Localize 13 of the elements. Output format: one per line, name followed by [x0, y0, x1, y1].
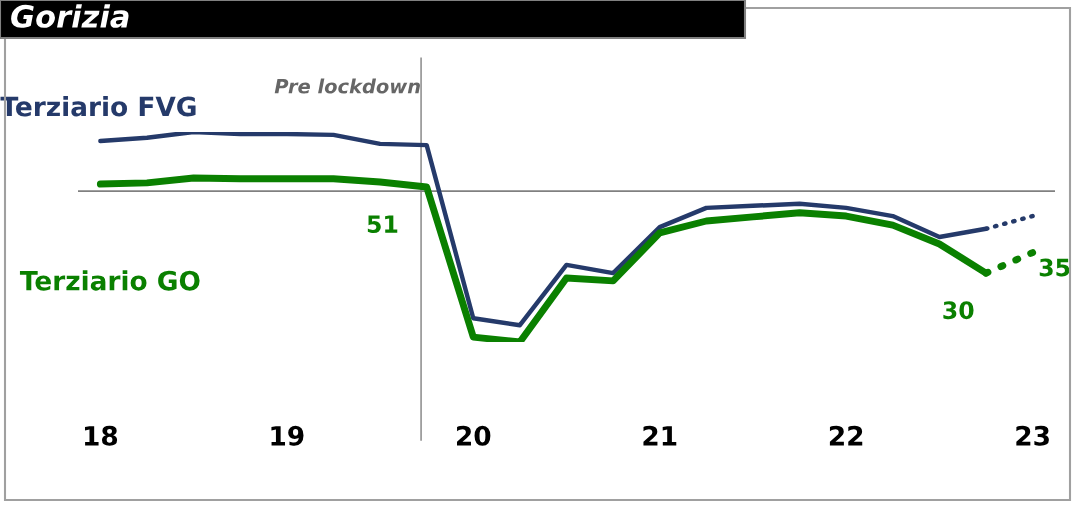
x-tick-label: 20: [457, 425, 491, 446]
data-label: 30: [943, 301, 974, 320]
chart-title: Gorizia: [11, 4, 129, 28]
x-tick-label: 18: [84, 425, 118, 446]
x-tick-label: 21: [643, 425, 677, 446]
x-tick-label: 19: [271, 425, 304, 446]
series-label: Terziario FVG: [0, 96, 196, 117]
x-tick-label: 22: [829, 425, 863, 446]
x-tick-label: 23: [1016, 425, 1049, 446]
ref-line-label: Pre lockdown: [274, 78, 420, 94]
data-label: 51: [367, 215, 398, 234]
data-label: 35: [1039, 258, 1070, 277]
text: Terziario GO: [19, 270, 200, 291]
